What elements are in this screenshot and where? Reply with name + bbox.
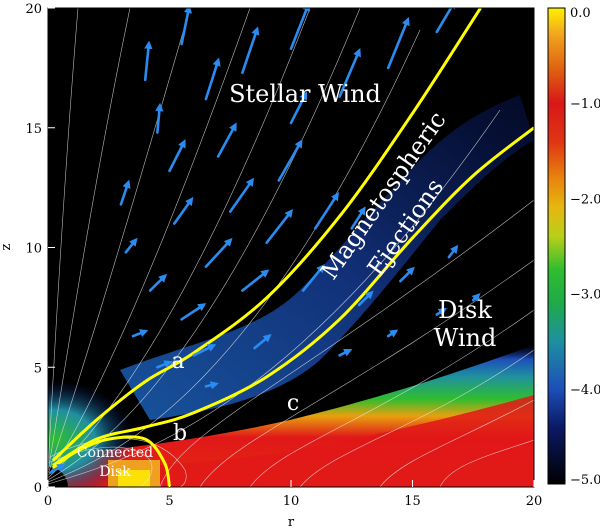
y-axis: 0 5 10 15 20	[25, 2, 55, 496]
colorbar-tick-label: −5.0	[570, 473, 600, 488]
field-line	[48, 8, 361, 481]
field-line	[379, 399, 534, 487]
x-tick-label: 15	[404, 494, 421, 509]
velocity-arrow	[447, 244, 459, 259]
label-connected: Connected	[77, 445, 153, 461]
field-line	[48, 446, 153, 487]
field-line	[48, 8, 131, 473]
velocity-arrow	[399, 266, 415, 283]
label-a: a	[171, 349, 184, 374]
velocity-arrow	[155, 102, 164, 134]
velocity-arrow	[168, 139, 186, 173]
velocity-arrow	[338, 348, 353, 357]
y-tick-label: 10	[25, 242, 42, 257]
velocity-arrow	[435, 8, 456, 34]
colorbar-ticks: 0.0 −1.0 −2.0 −3.0 −4.0 −5.0	[570, 6, 600, 488]
velocity-arrow	[435, 307, 447, 316]
velocity-arrow	[241, 269, 270, 292]
velocity-arrow	[289, 91, 308, 125]
disk-core	[48, 395, 534, 487]
velocity-arrow	[228, 177, 255, 213]
velocity-arrow	[143, 40, 153, 82]
velocity-arrow	[241, 26, 260, 74]
x-tick-label: 0	[44, 494, 52, 509]
separatrix-c	[52, 126, 534, 467]
label-c: c	[287, 391, 299, 416]
x-axis: 0 5 10 15 20	[44, 480, 542, 509]
colorbar	[547, 7, 566, 485]
x-axis-label: r	[288, 515, 295, 530]
label-stellar-wind: Stellar Wind	[229, 80, 381, 108]
velocity-arrow	[471, 293, 481, 302]
velocity-arrow	[289, 8, 311, 51]
velocity-arrow	[204, 237, 233, 268]
x-tick-label: 10	[283, 494, 300, 509]
velocity-arrow	[386, 16, 410, 70]
velocity-arrow	[338, 48, 361, 98]
field-line	[249, 309, 534, 487]
field-line	[48, 29, 421, 483]
colorbar-tick-label: −1.0	[570, 97, 600, 112]
x-tick-label: 20	[526, 494, 543, 509]
velocity-arrow	[357, 290, 374, 307]
ejection-sheath	[120, 95, 534, 420]
y-axis-label: z	[0, 243, 14, 250]
velocity-arrow	[119, 179, 131, 206]
separatrix-a	[51, 8, 482, 462]
label-disk-wind-2: Wind	[434, 324, 497, 352]
velocity-arrow	[204, 57, 221, 101]
velocity-arrow	[180, 303, 207, 321]
velocity-arrow	[350, 206, 366, 230]
velocity-arrow	[49, 463, 66, 474]
velocity-arrow	[386, 329, 399, 338]
separatrix-lines	[51, 8, 534, 487]
label-b: b	[173, 421, 187, 446]
field-line	[439, 439, 534, 487]
field-line	[299, 349, 534, 487]
x-tick-label: 5	[165, 494, 173, 509]
velocity-arrow	[216, 122, 237, 158]
field-line	[199, 259, 534, 487]
velocity-arrow	[301, 264, 325, 292]
field-line	[159, 199, 534, 487]
velocity-arrow	[156, 360, 173, 369]
colorbar-tick-label: −3.0	[570, 288, 600, 303]
velocity-arrow	[124, 237, 138, 254]
connected-disk-core	[118, 470, 150, 487]
y-tick-label: 5	[34, 361, 42, 376]
y-tick-label: 15	[25, 122, 42, 137]
velocity-arrow	[173, 196, 194, 225]
velocity-arrow	[204, 381, 219, 390]
velocity-arrow	[265, 208, 294, 245]
velocity-arrow	[131, 329, 149, 338]
colorbar-tick-label: −2.0	[570, 192, 600, 207]
label-disk-wind-1: Disk	[438, 296, 492, 324]
velocity-arrow	[180, 8, 193, 46]
velocity-arrow	[313, 192, 339, 230]
y-tick-label: 0	[34, 481, 42, 496]
label-connected-disk: Disk	[99, 464, 131, 480]
field-line	[48, 8, 79, 471]
y-tick-label: 20	[25, 2, 42, 17]
colorbar-tick-label: −4.0	[570, 383, 600, 398]
velocity-arrow	[148, 273, 168, 292]
velocity-arrow	[192, 344, 217, 357]
velocity-arrows	[49, 8, 481, 474]
velocity-arrow	[253, 334, 272, 350]
velocity-arrow	[277, 139, 303, 182]
colorbar-tick-label: 0.0	[570, 6, 591, 21]
